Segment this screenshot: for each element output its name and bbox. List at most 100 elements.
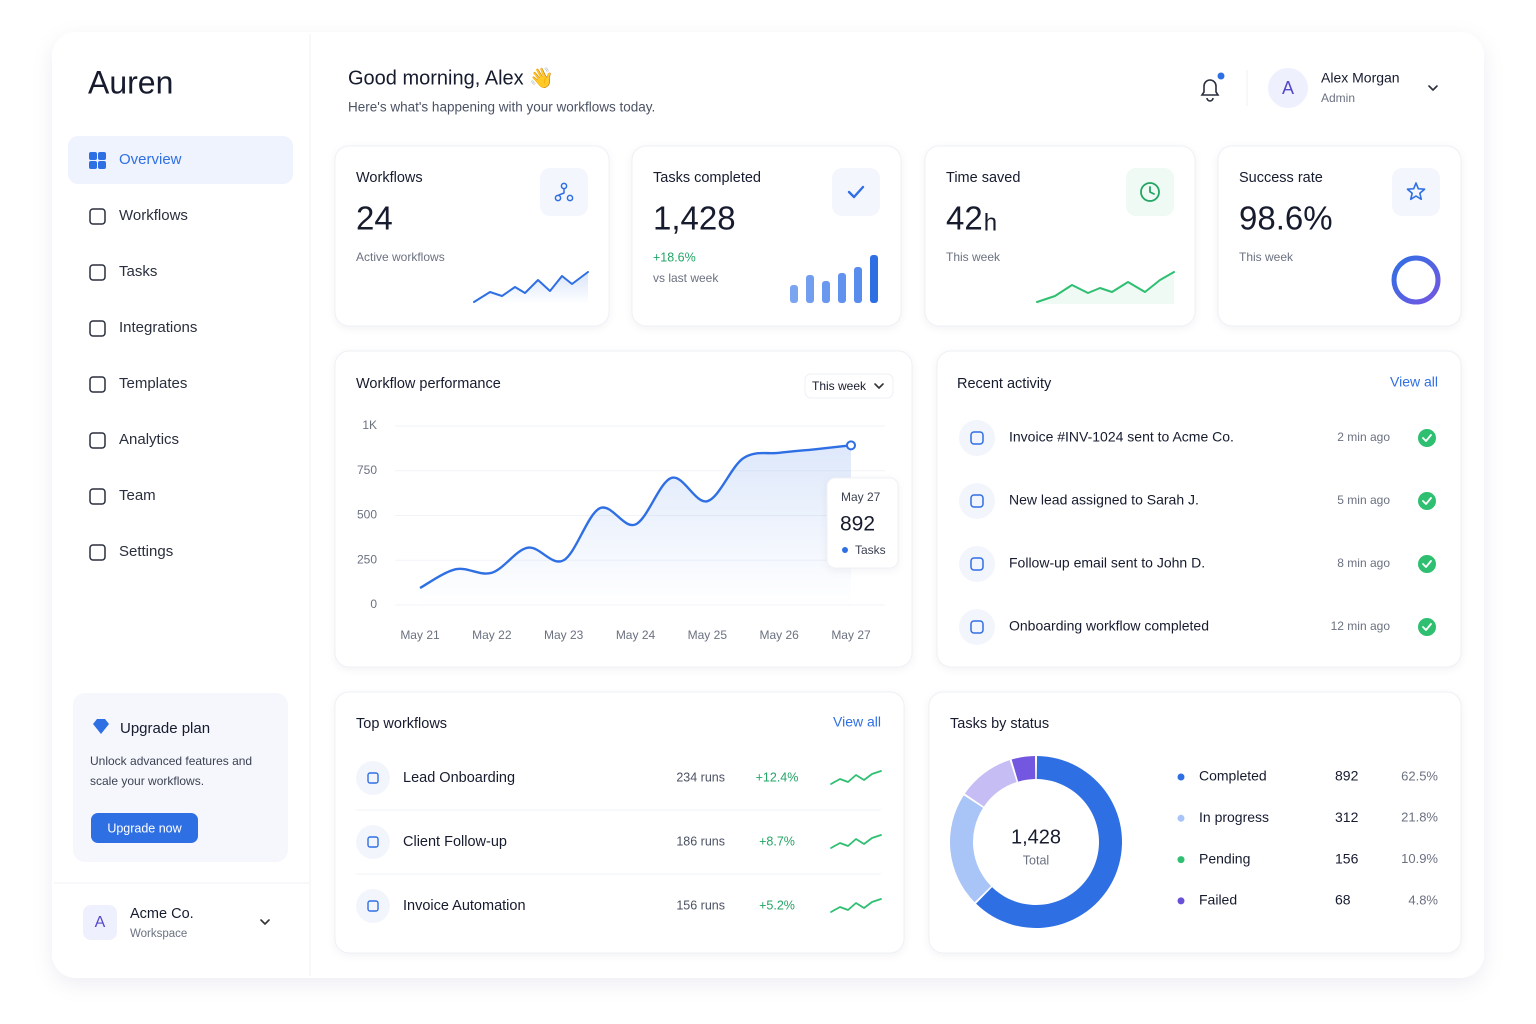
- legend-name: In progress: [1199, 809, 1269, 825]
- nav-icon: [89, 320, 106, 337]
- legend-dot: [1177, 856, 1185, 864]
- greeting-subtitle: Here's what's happening with your workfl…: [348, 100, 655, 115]
- nav-item[interactable]: Analytics: [119, 431, 179, 448]
- activity-icon: [970, 431, 984, 445]
- mini-bar: [870, 255, 878, 303]
- chevron-icon: [1428, 85, 1438, 91]
- user-role: Admin: [1321, 91, 1355, 105]
- legend-share: 4.8%: [1408, 892, 1438, 907]
- x-tick-label: May 22: [472, 628, 512, 642]
- nav-icon: [98, 152, 106, 160]
- card-title: Recent activity: [957, 376, 1052, 392]
- status-check: [1418, 618, 1436, 636]
- nav-item[interactable]: Settings: [119, 543, 173, 560]
- kpi-icon: [1406, 182, 1426, 201]
- nav-icon: [98, 161, 106, 169]
- kpi-value: 24: [356, 200, 393, 237]
- kpi-title: Tasks completed: [653, 170, 761, 186]
- kpi-title: Success rate: [1239, 170, 1323, 186]
- donut-segment: [976, 756, 1122, 928]
- mini-bar: [790, 285, 798, 303]
- period-dropdown[interactable]: [804, 373, 894, 399]
- tooltip-series: Tasks: [855, 543, 886, 557]
- user-name: Alex Morgan: [1321, 70, 1400, 86]
- end-point: [846, 440, 856, 451]
- kpi-unit: h: [984, 209, 997, 236]
- workflows-card: [334, 691, 905, 954]
- diamond-icon: [93, 719, 109, 734]
- workflow-change: +12.4%: [756, 770, 799, 784]
- workflow-change: +8.7%: [759, 834, 795, 848]
- greeting: Good morning, Alex 👋: [348, 66, 554, 89]
- nav-active-bg: [68, 136, 293, 184]
- kpi-title: Workflows: [356, 170, 423, 186]
- line-series: [419, 444, 852, 590]
- donut-segment: [1011, 756, 1036, 782]
- kpi-icon: [1149, 186, 1155, 195]
- nav-item[interactable]: Integrations: [119, 319, 197, 336]
- legend-dot: [1177, 897, 1185, 905]
- kpi-icon: [554, 194, 562, 202]
- user-avatar: [1268, 68, 1308, 108]
- activity-text: Onboarding workflow completed: [1009, 618, 1209, 634]
- mini-bar: [854, 267, 862, 303]
- kpi-icon: [847, 185, 865, 199]
- kpi-title: Time saved: [946, 170, 1020, 186]
- y-tick-label: 250: [357, 552, 377, 566]
- donut-segment: [950, 795, 992, 903]
- status-check-mark: [1422, 623, 1432, 631]
- nav-item[interactable]: Overview: [119, 151, 182, 168]
- kpi-value: 42: [946, 200, 983, 237]
- x-tick-label: May 24: [616, 628, 656, 642]
- kpi-caption: Active workflows: [356, 250, 445, 264]
- kpi-icon: [558, 188, 565, 196]
- activity-text: Invoice #INV-1024 sent to Acme Co.: [1009, 429, 1234, 445]
- tooltip-dot: [842, 547, 848, 553]
- nav-item[interactable]: Tasks: [119, 263, 157, 280]
- donut-segment: [964, 760, 1017, 807]
- view-all-link[interactable]: View all: [833, 714, 881, 730]
- status-check: [1418, 429, 1436, 447]
- status-check-mark: [1422, 434, 1432, 442]
- activity-text: New lead assigned to Sarah J.: [1009, 492, 1199, 508]
- nav-icon: [89, 488, 106, 505]
- sparkline-area: [1037, 272, 1174, 304]
- workspace-label: Workspace: [130, 928, 187, 940]
- nav-icon: [89, 432, 106, 449]
- nav-icon: [89, 208, 106, 225]
- view-all-link[interactable]: View all: [1390, 374, 1438, 390]
- legend-count: 312: [1335, 809, 1359, 825]
- nav-item[interactable]: Team: [119, 487, 156, 504]
- tooltip-value: 892: [840, 513, 875, 536]
- kpi-caption: This week: [946, 250, 1001, 264]
- bell-icon[interactable]: [1200, 79, 1220, 102]
- legend-share: 10.9%: [1401, 851, 1438, 866]
- period-label[interactable]: This week: [812, 379, 867, 393]
- chevron-icon: [260, 919, 270, 925]
- workflow-icon-bg: [356, 761, 390, 795]
- upgrade-button[interactable]: [91, 813, 198, 843]
- kpi-change: +18.6%: [653, 250, 696, 264]
- kpi-icon-box: [832, 168, 880, 216]
- workflow-name[interactable]: Client Follow-up: [403, 834, 507, 850]
- chart-title: Tasks by status: [950, 716, 1049, 732]
- upgrade-button-label[interactable]: Upgrade now: [107, 821, 182, 835]
- activity-card: [936, 350, 1462, 668]
- y-tick-label: 500: [357, 508, 377, 522]
- status-check-mark: [1422, 560, 1432, 568]
- workflow-name[interactable]: Lead Onboarding: [403, 770, 515, 786]
- kpi-icon: [1140, 182, 1160, 202]
- nav-item[interactable]: Workflows: [119, 207, 188, 224]
- activity-icon: [970, 557, 984, 571]
- brand: Auren: [88, 64, 173, 100]
- legend-dot: [1177, 814, 1185, 822]
- activity-icon-bg: [959, 609, 995, 645]
- workflow-change: +5.2%: [759, 898, 795, 912]
- chevron-icon: [874, 383, 884, 389]
- workflow-name[interactable]: Invoice Automation: [403, 898, 526, 914]
- nav-item[interactable]: Templates: [119, 375, 187, 392]
- activity-time: 5 min ago: [1337, 493, 1390, 507]
- legend-count: 892: [1335, 768, 1359, 784]
- workflow-icon: [367, 772, 379, 784]
